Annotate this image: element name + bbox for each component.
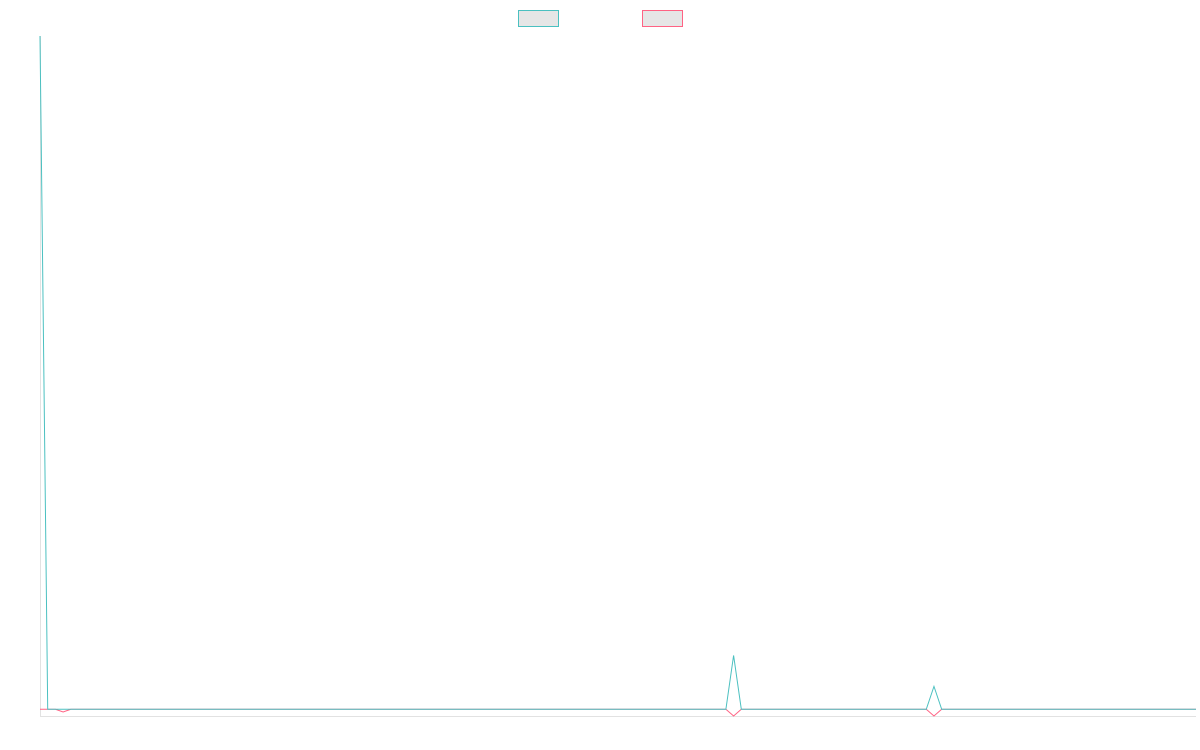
series-line-2: [40, 708, 1196, 717]
legend[interactable]: [518, 10, 683, 27]
legend-swatch-2[interactable]: [642, 10, 683, 27]
series-line-1: [39, 35, 1196, 710]
chart-axes: [40, 36, 1196, 717]
plot-area: [39, 35, 1196, 717]
legend-swatch-1[interactable]: [518, 10, 559, 27]
